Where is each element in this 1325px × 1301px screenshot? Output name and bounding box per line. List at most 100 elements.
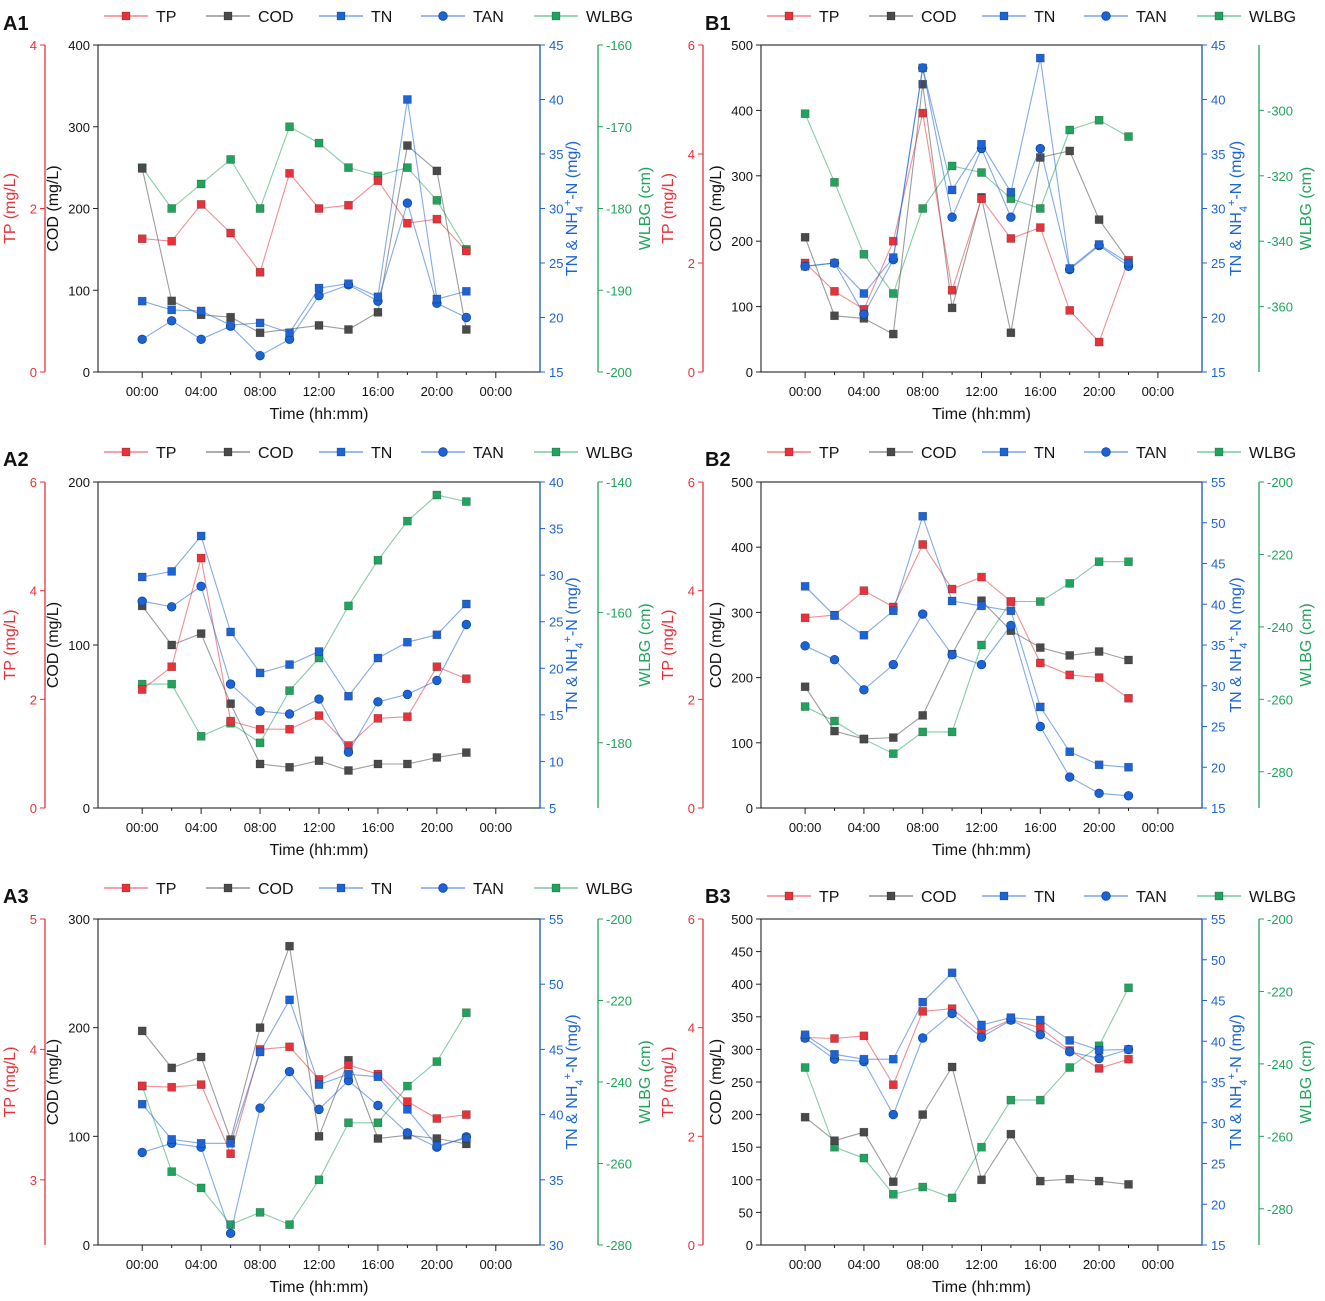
tn-tick-label: 20 xyxy=(1211,1197,1225,1212)
point-tn xyxy=(373,1072,383,1082)
point-tn xyxy=(1065,747,1074,757)
point-tn xyxy=(918,63,928,73)
point-tn xyxy=(1124,258,1133,268)
point-tn xyxy=(285,328,294,338)
point-wlbg xyxy=(800,702,810,711)
y-axis-title-tp: TP (mg/L) xyxy=(2,610,19,681)
point-cod xyxy=(1065,146,1074,156)
title-part: -N (mg/) xyxy=(1228,1014,1245,1073)
point-wlbg xyxy=(888,1189,898,1199)
legend-label-cod: COD xyxy=(258,9,294,26)
point-tan xyxy=(976,1032,987,1042)
wlbg-tick-label: -170 xyxy=(606,120,632,135)
tn-tick-label: 30 xyxy=(1211,1116,1225,1131)
point-wlbg xyxy=(167,1167,176,1176)
point-wlbg xyxy=(947,161,957,171)
point-wlbg xyxy=(403,516,412,526)
point-cod xyxy=(1036,1176,1045,1186)
panel-label: A1 xyxy=(3,13,29,35)
series-tp xyxy=(137,1042,471,1159)
point-tp xyxy=(1065,306,1074,315)
y-axis-title-tp: TP (mg/L) xyxy=(660,1047,677,1118)
point-wlbg xyxy=(403,163,412,172)
x-axis-title: Time (hh:mm) xyxy=(270,1279,369,1296)
wlbg-tick-label: -240 xyxy=(606,1075,632,1090)
wlbg-tick-label: -260 xyxy=(1267,692,1293,707)
point-tp xyxy=(344,200,353,210)
point-cod xyxy=(285,762,294,772)
point-cod xyxy=(255,1023,265,1032)
point-cod xyxy=(167,296,176,306)
point-tp xyxy=(432,214,442,224)
point-wlbg xyxy=(285,122,294,132)
tn-tick-label: 35 xyxy=(549,1173,563,1188)
tn-tick-label: 40 xyxy=(1211,1034,1225,1049)
wlbg-tick-label: -280 xyxy=(1267,765,1293,780)
legend-label-tn: TN xyxy=(1034,9,1055,26)
point-cod xyxy=(226,312,235,322)
series-cod xyxy=(800,79,1133,339)
point-cod xyxy=(1065,1174,1074,1184)
series-line-cod xyxy=(804,599,1129,740)
series-line-tn xyxy=(804,971,1129,1060)
title-part: 4 xyxy=(574,1079,586,1085)
cod-tick-label: 250 xyxy=(731,1075,753,1090)
point-tn xyxy=(830,611,839,620)
legend: TP COD TN TAN WLBG xyxy=(767,889,1296,906)
point-tp xyxy=(1124,1054,1133,1064)
series-tp xyxy=(800,1004,1133,1090)
x-tick-label: 12:00 xyxy=(965,820,998,835)
cod-tick-label: 100 xyxy=(68,638,90,653)
cod-tick-label: 400 xyxy=(68,38,90,53)
tn-tick-label: 35 xyxy=(549,147,563,162)
point-tn xyxy=(285,995,294,1005)
legend-label-tan: TAN xyxy=(1136,889,1167,906)
point-tn xyxy=(1094,240,1104,249)
cod-tick-label: 200 xyxy=(68,202,90,217)
title-part: + xyxy=(1226,200,1238,206)
chart-panel-a1: A1 TP COD TN TAN WLBG 00:00 04:00 08:00 12:00 16:0… xyxy=(2,9,654,423)
point-tan xyxy=(225,679,236,689)
point-cod xyxy=(886,11,896,21)
point-tn xyxy=(888,253,898,262)
point-tp xyxy=(977,572,986,582)
wlbg-tick-label: -280 xyxy=(606,1238,632,1253)
tn-tick-label: 15 xyxy=(549,365,563,380)
point-cod xyxy=(977,1175,986,1185)
series-cod xyxy=(800,596,1133,744)
point-wlbg xyxy=(285,686,294,695)
point-tan xyxy=(255,350,265,361)
x-tick-label: 00:00 xyxy=(1142,384,1175,399)
point-tan xyxy=(438,11,448,21)
tn-tick-label: 40 xyxy=(549,93,563,108)
series-line-wlbg xyxy=(141,1012,467,1226)
point-tan xyxy=(1035,143,1046,154)
point-cod xyxy=(800,1112,810,1122)
point-cod xyxy=(314,756,324,766)
legend-label-tn: TN xyxy=(371,445,392,462)
point-tn xyxy=(800,261,810,271)
cod-tick-label: 200 xyxy=(731,671,753,686)
cod-tick-label: 300 xyxy=(68,912,90,927)
series-wlbg xyxy=(800,557,1133,758)
point-tan xyxy=(438,883,448,893)
point-tp xyxy=(314,711,324,720)
tn-tick-label: 45 xyxy=(1211,38,1225,53)
cod-tick-label: 300 xyxy=(68,120,90,135)
series-line-tan xyxy=(141,201,467,357)
point-tp xyxy=(784,891,794,901)
point-tan xyxy=(947,650,957,660)
point-cod xyxy=(886,891,896,901)
series-tp xyxy=(137,169,471,277)
series-line-tan xyxy=(142,1070,467,1236)
cod-tick-label: 200 xyxy=(68,475,90,490)
point-cod xyxy=(373,1134,383,1143)
point-tan xyxy=(918,1033,928,1043)
point-tan xyxy=(1035,721,1046,732)
point-cod xyxy=(830,726,839,736)
legend-label-tan: TAN xyxy=(473,881,504,898)
tp-tick-label: 0 xyxy=(30,801,37,816)
y-axis-title-wlbg: WLBG (cm) xyxy=(637,167,654,251)
point-tn xyxy=(977,601,986,611)
